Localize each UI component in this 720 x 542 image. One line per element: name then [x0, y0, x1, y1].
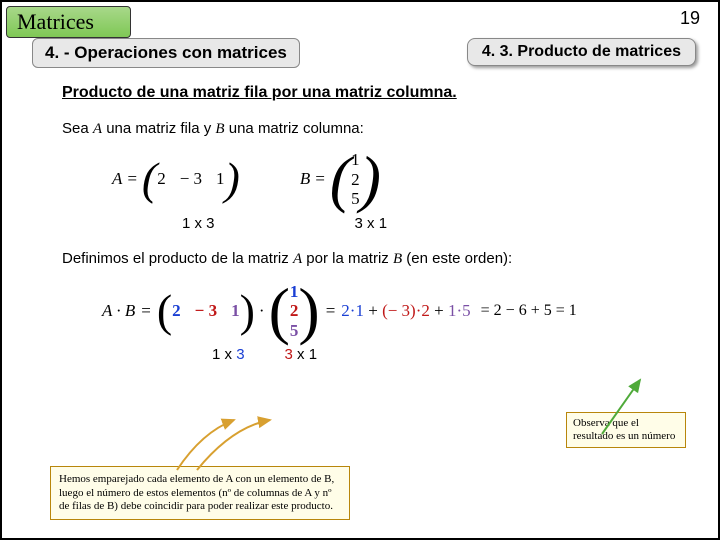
matrix-b-label: B [300, 169, 310, 189]
plus: + [364, 301, 382, 320]
post: x 1 [293, 346, 317, 363]
expansion: 2·1 + (− 3)·2 + 1·5 [341, 301, 470, 321]
intro-post: una matriz columna: [225, 120, 364, 137]
matrix-b: B = ( 1 2 5 ) [300, 150, 381, 209]
paren-right: ) [298, 287, 319, 335]
note-right: Observa que el resultado es un número [566, 412, 686, 448]
dim2a: 1 x 3 [212, 346, 245, 363]
paren-left: ( [330, 155, 351, 203]
dimensions-2: 1 x 3 3 x 1 [212, 346, 688, 363]
def-a: A [293, 251, 302, 267]
def-pre: Definimos el producto de la matriz [62, 250, 293, 267]
intro-b: B [215, 121, 224, 137]
eq: = [141, 301, 151, 321]
def-post: (en este orden): [402, 250, 512, 267]
content-area: Producto de una matriz fila por una matr… [62, 84, 688, 363]
product-equation: A · B = ( 2 − 3 1 ) · ( 1 2 5 ) = 2·1 + … [102, 282, 688, 341]
def-mid: por la matriz [302, 250, 393, 267]
val: 5 [351, 189, 360, 209]
eq: = [326, 301, 336, 321]
matrix-a-vals: 2 − 3 1 [157, 169, 224, 189]
plus: + [430, 301, 448, 320]
pre: 1 x [212, 346, 236, 363]
result: = 2 − 6 + 5 = 1 [481, 302, 577, 320]
section-right: 4. 3. Producto de matrices [467, 38, 696, 66]
val: 1 [216, 169, 225, 189]
paren-right: ) [360, 155, 381, 203]
paren-left: ( [157, 293, 172, 330]
val: 1 [351, 150, 360, 170]
t: 1 [355, 301, 364, 320]
val: 2 [290, 301, 299, 321]
n: 3 [236, 346, 244, 363]
paren-left: ( [142, 161, 157, 198]
arrow-orange-1 [177, 420, 234, 470]
dim-b: 3 x 1 [355, 215, 388, 232]
paren-right: ) [240, 293, 255, 330]
page-number: 19 [680, 8, 700, 29]
matrix-b-vals: 1 2 5 [351, 150, 360, 209]
val: − 3 [195, 301, 217, 321]
paren-left: ( [269, 287, 290, 335]
prod-col: 1 2 5 [290, 282, 299, 341]
def-text: Definimos el producto de la matriz A por… [62, 250, 688, 268]
slide: Matrices 19 4. - Operaciones con matrice… [0, 0, 720, 540]
def-b: B [393, 251, 402, 267]
dot: · [259, 301, 265, 321]
matrix-a-label: A [112, 169, 122, 189]
prod-row: 2 − 3 1 [172, 301, 239, 321]
content-heading: Producto de una matriz fila por una matr… [62, 84, 688, 102]
val: 2 [172, 301, 181, 321]
val: 1 [231, 301, 240, 321]
dimensions-1: 1 x 3 3 x 1 [182, 215, 688, 232]
val: 2 [351, 170, 360, 190]
t: 2· [341, 301, 355, 320]
section-left: 4. - Operaciones con matrices [32, 38, 300, 68]
eq-sign: = [314, 169, 325, 189]
intro-mid: una matriz fila y [102, 120, 215, 137]
note-left: Hemos emparejado cada elemento de A con … [50, 466, 350, 520]
paren-right: ) [225, 161, 240, 198]
dim-a: 1 x 3 [182, 215, 215, 232]
t: 5 [462, 301, 471, 320]
intro-text: Sea A una matriz fila y B una matriz col… [62, 120, 688, 138]
t: (− 3)· [382, 301, 421, 320]
val: 1 [290, 282, 299, 302]
title-bar: Matrices [6, 6, 131, 38]
t: 1· [448, 301, 462, 320]
n: 3 [285, 346, 293, 363]
intro-pre: Sea [62, 120, 93, 137]
t: 2 [421, 301, 430, 320]
val: − 3 [180, 169, 202, 189]
lhs: A · B [102, 301, 135, 321]
intro-a: A [93, 121, 102, 137]
matrix-definitions: A = ( 2 − 3 1 ) B = ( 1 2 5 ) [112, 150, 688, 209]
dim2b: 3 x 1 [285, 346, 318, 363]
eq-sign: = [126, 169, 137, 189]
val: 5 [290, 321, 299, 341]
arrow-orange-2 [197, 420, 270, 470]
val: 2 [157, 169, 166, 189]
matrix-a: A = ( 2 − 3 1 ) [112, 161, 240, 198]
